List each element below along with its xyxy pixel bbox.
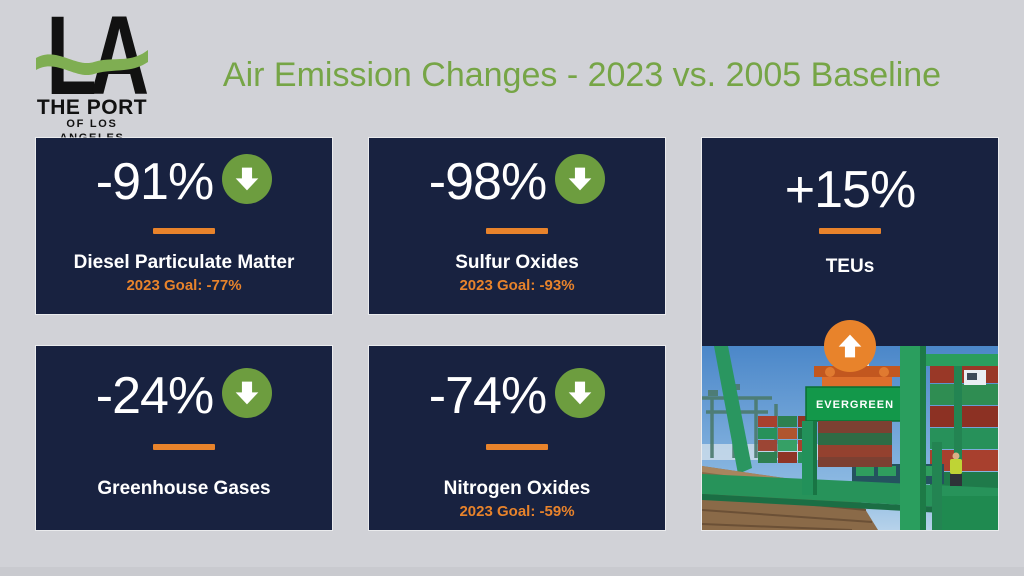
- down-arrow-icon: [555, 154, 606, 204]
- value-row: -74%: [428, 367, 606, 425]
- down-arrow-icon: [222, 368, 273, 418]
- page-title: Air Emission Changes - 2023 vs. 2005 Bas…: [222, 56, 942, 94]
- value-row: -98%: [428, 153, 606, 211]
- metric-card-teus: +15% TEUs: [702, 138, 998, 530]
- footer-strip: [0, 567, 1024, 576]
- port-crane-photo: EVERGREEN: [702, 346, 998, 530]
- metric-value: -74%: [428, 367, 547, 425]
- metric-goal: 2023 Goal: -77%: [126, 276, 242, 294]
- value-row: -24%: [95, 367, 273, 425]
- divider: [153, 444, 215, 450]
- divider: [819, 228, 881, 234]
- metric-label: Diesel Particulate Matter: [73, 252, 295, 273]
- metric-card-greenhouse-gases: -24% Greenhouse Gases: [36, 346, 332, 530]
- port-of-la-logo: LA THE PORT OF LOS ANGELES: [33, 8, 151, 146]
- metric-label: Greenhouse Gases: [97, 478, 271, 499]
- value-row: -91%: [95, 153, 273, 211]
- metric-label: TEUs: [825, 256, 875, 277]
- metric-label: Nitrogen Oxides: [443, 478, 591, 499]
- logo-line1: THE PORT: [36, 96, 148, 119]
- metric-card-diesel-particulate-matter: -91% Diesel Particulate Matter 2023 Goal…: [36, 138, 332, 314]
- metric-label: Sulfur Oxides: [455, 252, 579, 273]
- metric-goal: 2023 Goal: -93%: [459, 276, 575, 294]
- metric-card-sulfur-oxides: -98% Sulfur Oxides 2023 Goal: -93%: [369, 138, 665, 314]
- divider: [153, 228, 215, 234]
- metric-value: -98%: [428, 153, 547, 211]
- value-row: +15%: [784, 161, 916, 219]
- container-brand-text: EVERGREEN: [816, 399, 894, 411]
- down-arrow-icon: [555, 368, 606, 418]
- la-monogram-text: LA: [46, 8, 147, 96]
- metric-card-grid: -91% Diesel Particulate Matter 2023 Goal…: [36, 138, 998, 530]
- logo-swoosh-icon: [36, 50, 148, 76]
- divider: [486, 444, 548, 450]
- la-monogram: LA: [36, 8, 148, 96]
- up-arrow-icon: [824, 320, 876, 372]
- metric-goal: 2023 Goal: -59%: [459, 502, 575, 520]
- metric-value: -24%: [95, 367, 214, 425]
- down-arrow-icon: [222, 154, 273, 204]
- metric-value: +15%: [784, 161, 916, 219]
- metric-value: -91%: [95, 153, 214, 211]
- divider: [486, 228, 548, 234]
- metric-card-nitrogen-oxides: -74% Nitrogen Oxides 2023 Goal: -59%: [369, 346, 665, 530]
